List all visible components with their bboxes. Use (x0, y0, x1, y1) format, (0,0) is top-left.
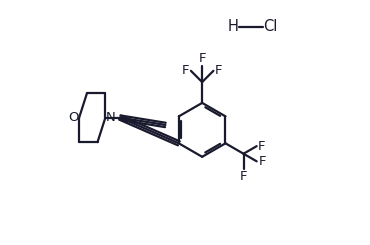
Text: N: N (105, 111, 115, 124)
Text: Cl: Cl (263, 19, 278, 35)
Text: O: O (68, 111, 78, 124)
Text: H: H (228, 19, 239, 35)
Text: F: F (258, 140, 265, 153)
Text: F: F (259, 155, 266, 168)
Text: F: F (240, 170, 247, 183)
Text: F: F (198, 52, 206, 65)
Text: F: F (215, 64, 222, 77)
Text: F: F (182, 64, 189, 77)
